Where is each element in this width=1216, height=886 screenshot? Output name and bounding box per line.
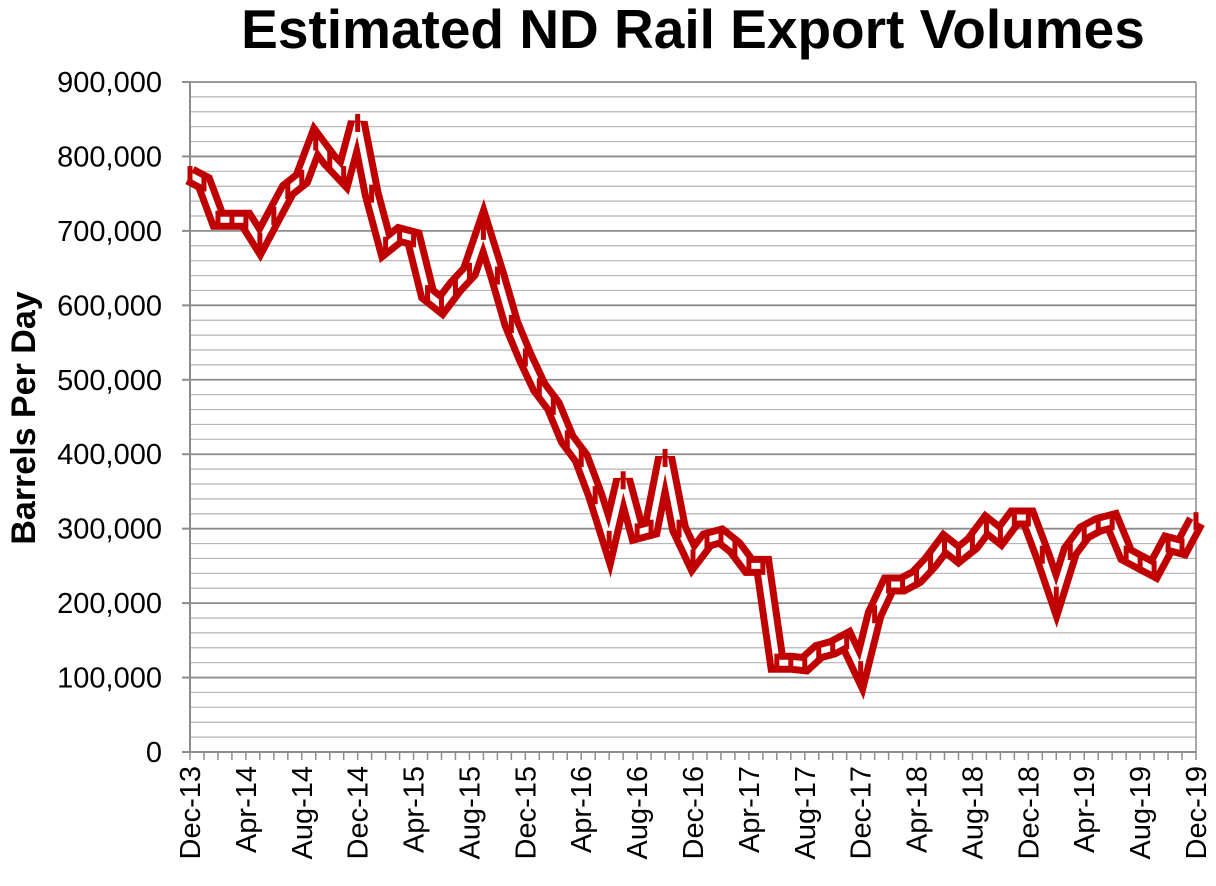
y-tick-label: 700,000: [57, 216, 162, 248]
x-tick-label: Apr-17: [734, 766, 766, 853]
x-tick-label: Dec-19: [1181, 766, 1213, 860]
x-tick-label: Aug-19: [1125, 766, 1157, 860]
y-tick-label: 500,000: [57, 365, 162, 397]
x-tick-label: Aug-14: [287, 766, 319, 860]
x-tick-label: Dec-13: [175, 766, 207, 860]
x-tick-label: Dec-15: [510, 766, 542, 860]
y-tick-label: 300,000: [57, 514, 162, 546]
series-layer: [185, 113, 1205, 700]
y-tick-label: 100,000: [57, 663, 162, 695]
y-tick-label: 0: [146, 737, 162, 769]
x-tick-label: Apr-16: [566, 766, 598, 853]
y-tick-label: 400,000: [57, 439, 162, 471]
x-tick-label: Apr-15: [399, 766, 431, 853]
x-tick-label: Dec-14: [343, 766, 375, 860]
chart-title: Estimated ND Rail Export Volumes: [241, 0, 1145, 60]
x-tick-label: Dec-17: [846, 766, 878, 860]
y-tick-label: 600,000: [57, 290, 162, 322]
x-tick-label: Aug-15: [454, 766, 486, 860]
x-tick-label: Apr-14: [231, 766, 263, 853]
x-tick-label: Apr-18: [902, 766, 934, 853]
y-axis-ticks: 0 100,000 200,000 300,000 400,000 500,000 600,…: [57, 67, 190, 769]
x-tick-label: Aug-17: [790, 766, 822, 860]
y-tick-label: 800,000: [57, 141, 162, 173]
x-tick-label: Aug-16: [622, 766, 654, 860]
x-tick-label: Aug-18: [957, 766, 989, 860]
y-tick-label: 900,000: [57, 67, 162, 99]
x-axis-ticks: Dec-13 Apr-14 Aug-14 Dec-14 Apr-15 Aug-15 Dec-…: [175, 752, 1213, 860]
x-tick-label: Dec-16: [678, 766, 710, 860]
x-tick-label: Dec-18: [1013, 766, 1045, 860]
y-axis-title: Barrels Per Day: [5, 291, 43, 544]
x-tick-label: Apr-19: [1069, 766, 1101, 853]
y-tick-label: 200,000: [57, 588, 162, 620]
